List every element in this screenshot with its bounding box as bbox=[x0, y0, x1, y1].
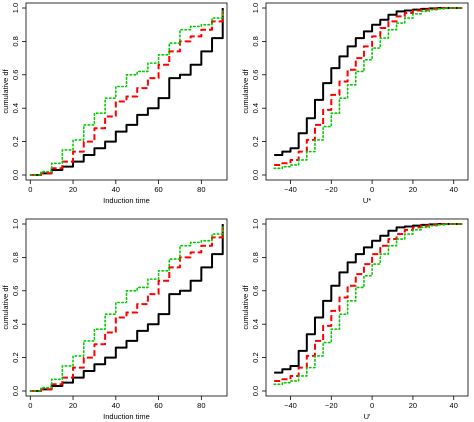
y-tick-label: 0.4 bbox=[11, 103, 20, 113]
x-tick-label: 80 bbox=[197, 401, 205, 410]
x-tick-label: 0 bbox=[28, 185, 32, 194]
y-tick-label: 0.8 bbox=[251, 252, 260, 262]
plot-frame bbox=[25, 2, 228, 181]
y-tick-label: 0.6 bbox=[11, 286, 20, 296]
y-tick-label: 0.0 bbox=[11, 170, 20, 180]
x-tick-label: 0 bbox=[28, 401, 32, 410]
x-tick-label: 0 bbox=[370, 401, 374, 410]
y-tick-label: 1.0 bbox=[251, 219, 260, 229]
y-tick-label: 0.4 bbox=[11, 319, 20, 329]
y-tick-label: 1.0 bbox=[11, 219, 20, 229]
y-axis-title: cumulative df bbox=[1, 68, 10, 113]
x-axis-title: Induction time bbox=[103, 412, 150, 421]
x-tick-label: 20 bbox=[69, 185, 77, 194]
x-tick-label: 40 bbox=[112, 401, 120, 410]
y-tick-label: 0.6 bbox=[251, 286, 260, 296]
chart-panel-3: 0 20 40 60 80 0.0 0.2 0.4 0.6 0.8 1.0 Induction tim… bbox=[1, 218, 228, 421]
y-tick-label: 0.0 bbox=[251, 170, 260, 180]
y-tick-label: 0.2 bbox=[11, 352, 20, 362]
y-tick-label: 0.0 bbox=[11, 386, 20, 396]
x-tick-label: −40 bbox=[284, 185, 297, 194]
x-axis-title: U* bbox=[363, 196, 371, 205]
series-line-dotted bbox=[273, 223, 463, 386]
y-tick-label: 0.2 bbox=[251, 136, 260, 146]
series-line-dotted bbox=[29, 10, 224, 176]
x-tick-label: 80 bbox=[197, 185, 205, 194]
y-tick-label: 0.2 bbox=[251, 352, 260, 362]
chart-panel-4: −40 −20 0 20 40 0.0 0.2 0.4 0.6 0.8 1.0 U' cumulativ… bbox=[241, 218, 469, 421]
x-tick-label: −20 bbox=[325, 401, 338, 410]
x-tick-label: −20 bbox=[325, 185, 338, 194]
series-line-dashed bbox=[274, 223, 462, 382]
x-tick-label: 40 bbox=[450, 401, 458, 410]
x-tick-label: 60 bbox=[154, 185, 162, 194]
x-tick-label: 20 bbox=[409, 401, 417, 410]
x-tick-label: 20 bbox=[69, 401, 77, 410]
y-tick-label: 0.6 bbox=[11, 70, 20, 80]
x-tick-label: 40 bbox=[450, 185, 458, 194]
x-axis-title: U' bbox=[364, 412, 371, 421]
x-tick-label: −40 bbox=[284, 401, 297, 410]
series-line-dashed bbox=[274, 7, 462, 166]
plot-frame bbox=[265, 2, 469, 181]
y-tick-label: 0.0 bbox=[251, 386, 260, 396]
y-tick-label: 0.8 bbox=[11, 36, 20, 46]
series-line-dotted bbox=[273, 7, 463, 170]
y-tick-label: 1.0 bbox=[251, 3, 260, 13]
y-axis-title: cumulative df bbox=[241, 68, 250, 113]
y-tick-label: 0.2 bbox=[11, 136, 20, 146]
y-tick-label: 0.8 bbox=[251, 36, 260, 46]
chart-panel-1: 0 20 40 60 80 0.0 0.2 0.4 0.6 0.8 1.0 Induction tim… bbox=[1, 2, 228, 205]
y-tick-label: 0.4 bbox=[251, 103, 260, 113]
y-tick-label: 0.6 bbox=[251, 70, 260, 80]
y-tick-label: 0.4 bbox=[251, 319, 260, 329]
x-axis-title: Induction time bbox=[103, 196, 150, 205]
x-tick-label: 20 bbox=[409, 185, 417, 194]
plot-frame bbox=[25, 218, 228, 397]
y-tick-label: 0.8 bbox=[11, 252, 20, 262]
y-axis-title: cumulative df bbox=[241, 284, 250, 329]
x-tick-label: 60 bbox=[154, 401, 162, 410]
series-line-dotted bbox=[29, 226, 224, 392]
x-tick-label: 40 bbox=[112, 185, 120, 194]
plot-frame bbox=[265, 218, 469, 397]
y-tick-label: 1.0 bbox=[11, 3, 20, 13]
x-tick-label: 0 bbox=[370, 185, 374, 194]
y-axis-title: cumulative df bbox=[1, 284, 10, 329]
chart-panel-2: −40 −20 0 20 40 0.0 0.2 0.4 0.6 0.8 1.0 U* cumulativ… bbox=[241, 2, 469, 205]
